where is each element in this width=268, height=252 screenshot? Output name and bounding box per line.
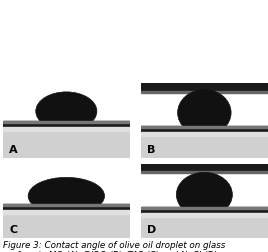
- Bar: [3, 210, 130, 238]
- Bar: [141, 164, 268, 171]
- Ellipse shape: [28, 177, 105, 214]
- Text: B: B: [147, 145, 155, 154]
- Bar: [3, 127, 130, 158]
- Bar: [141, 212, 268, 238]
- Bar: [3, 209, 130, 238]
- Text: C: C: [9, 225, 17, 235]
- Bar: [141, 171, 268, 173]
- Ellipse shape: [36, 92, 97, 131]
- Bar: [141, 132, 268, 137]
- Bar: [141, 83, 268, 91]
- Bar: [3, 204, 130, 210]
- Bar: [141, 207, 268, 213]
- Bar: [141, 127, 268, 132]
- Bar: [3, 121, 130, 127]
- Bar: [3, 210, 130, 214]
- Bar: [3, 127, 130, 131]
- Ellipse shape: [176, 172, 232, 217]
- Bar: [141, 213, 268, 238]
- Text: A: A: [9, 145, 18, 154]
- Bar: [141, 207, 268, 209]
- Text: D: D: [147, 225, 156, 235]
- Bar: [141, 91, 268, 93]
- Bar: [141, 127, 268, 128]
- Bar: [3, 127, 130, 158]
- Bar: [3, 204, 130, 206]
- Ellipse shape: [178, 90, 231, 136]
- Bar: [3, 121, 130, 123]
- Bar: [141, 132, 268, 158]
- Bar: [141, 132, 268, 158]
- Bar: [141, 213, 268, 217]
- Text: Figure 3: Contact angle of olive oil droplet on glass
surface in MQ (A), DIRO (B: Figure 3: Contact angle of olive oil dro…: [3, 241, 225, 252]
